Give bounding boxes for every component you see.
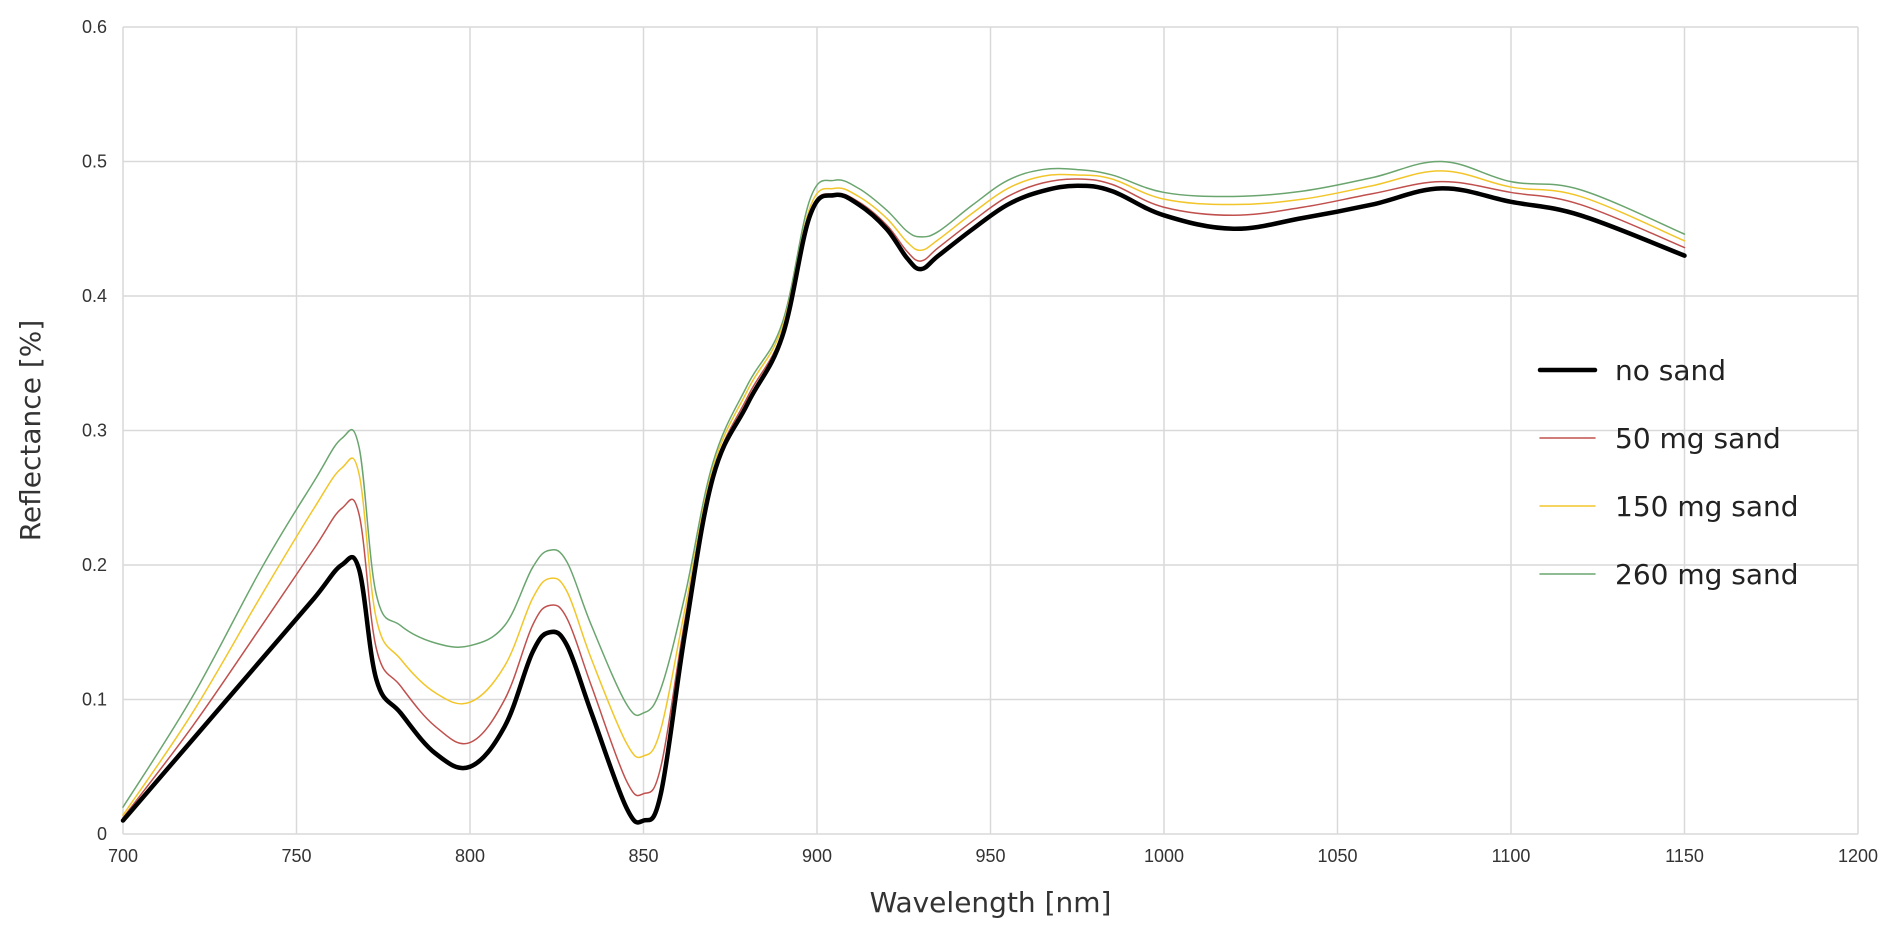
legend: no sand 50 mg sand 150 mg sand 260 mg sand xyxy=(1537,354,1799,591)
y-tick-label: 0.5 xyxy=(82,152,107,172)
x-tick-label: 850 xyxy=(628,846,658,866)
y-tick-label: 0.6 xyxy=(82,17,107,37)
y-tick-label: 0.4 xyxy=(82,286,107,306)
x-tick-label: 950 xyxy=(975,846,1005,866)
legend-label-50-mg-sand: 50 mg sand xyxy=(1615,422,1781,455)
y-tick-label: 0 xyxy=(97,824,107,844)
axis-ticks: 700 750 800 850 900 950 1000 1050 1100 1150 1200 0 0… xyxy=(82,17,1878,866)
y-tick-label: 0.3 xyxy=(82,421,107,441)
x-tick-label: 1200 xyxy=(1838,846,1878,866)
y-tick-label: 0.2 xyxy=(82,555,107,575)
y-axis-title: Reflectance [%] xyxy=(14,320,47,542)
legend-label-no-sand: no sand xyxy=(1615,354,1726,387)
x-tick-label: 1100 xyxy=(1492,846,1531,866)
grid xyxy=(122,26,1859,835)
x-tick-label: 800 xyxy=(455,846,485,866)
legend-label-260-mg-sand: 260 mg sand xyxy=(1615,558,1799,591)
x-tick-label: 700 xyxy=(108,846,138,866)
x-tick-label: 1050 xyxy=(1317,846,1357,866)
x-axis-title: Wavelength [nm] xyxy=(870,886,1112,919)
x-tick-label: 1000 xyxy=(1144,846,1184,866)
series-line-150-mg-sand xyxy=(122,170,1686,816)
x-tick-label: 1150 xyxy=(1665,846,1704,866)
y-tick-label: 0.1 xyxy=(82,690,107,710)
plot-series xyxy=(120,160,1687,825)
series-line-no-sand xyxy=(120,183,1687,825)
series-line-50-mg-sand xyxy=(122,178,1686,819)
series-line-260-mg-sand xyxy=(122,160,1686,808)
legend-label-150-mg-sand: 150 mg sand xyxy=(1615,490,1799,523)
x-tick-label: 900 xyxy=(802,846,832,866)
x-tick-label: 750 xyxy=(281,846,311,866)
